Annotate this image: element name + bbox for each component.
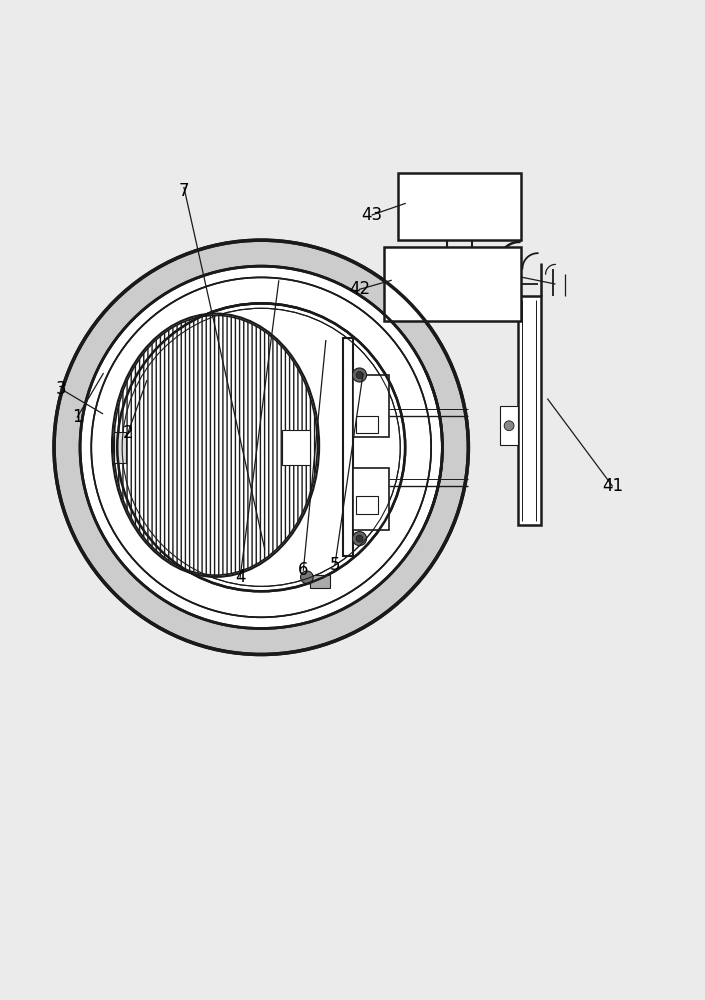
Ellipse shape xyxy=(114,315,317,575)
Circle shape xyxy=(122,308,400,586)
Text: 42: 42 xyxy=(349,280,370,298)
Bar xyxy=(282,430,310,465)
Circle shape xyxy=(504,421,514,431)
Circle shape xyxy=(356,535,363,542)
Circle shape xyxy=(356,371,363,379)
Text: 1: 1 xyxy=(72,408,82,426)
Text: 3: 3 xyxy=(56,380,66,398)
Bar xyxy=(398,173,521,240)
Circle shape xyxy=(80,266,442,629)
Bar xyxy=(384,247,521,321)
Bar xyxy=(356,416,379,433)
Bar xyxy=(517,296,541,525)
Circle shape xyxy=(91,277,431,617)
Circle shape xyxy=(300,571,313,584)
Circle shape xyxy=(352,532,367,546)
Text: 6: 6 xyxy=(298,561,309,579)
Bar xyxy=(352,375,389,437)
Text: 7: 7 xyxy=(178,182,189,200)
Bar xyxy=(114,432,125,463)
Circle shape xyxy=(117,303,405,591)
Bar xyxy=(343,338,353,556)
Circle shape xyxy=(54,240,468,654)
Text: 4: 4 xyxy=(235,568,245,586)
Bar xyxy=(310,575,330,588)
Bar xyxy=(500,406,517,445)
Bar xyxy=(352,468,389,530)
Text: 43: 43 xyxy=(362,206,383,224)
Text: 41: 41 xyxy=(602,477,623,495)
Bar xyxy=(356,496,379,514)
Circle shape xyxy=(352,368,367,382)
Text: 5: 5 xyxy=(330,556,341,574)
Text: 2: 2 xyxy=(123,424,133,442)
